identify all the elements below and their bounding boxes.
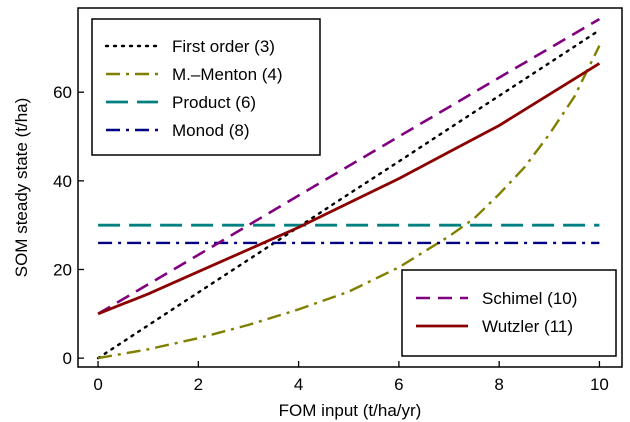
legend-label-product-6: Product (6): [172, 93, 256, 112]
legend-label-m-menton-4: M.–Menton (4): [172, 65, 283, 84]
y-tick-label: 60: [53, 83, 72, 102]
x-tick-label: 8: [494, 375, 503, 394]
series-line-schimel-10: [97, 17, 601, 315]
x-axis-label: FOM input (t/ha/yr): [279, 401, 422, 420]
x-tick-label: 6: [394, 375, 403, 394]
legend-label-monod-8: Monod (8): [172, 121, 249, 140]
series-lines: [96, 17, 601, 360]
legend-box: [401, 269, 617, 357]
x-tick-label: 4: [294, 375, 303, 394]
legend-label-first-order-3: First order (3): [172, 37, 275, 56]
legend-box: [91, 18, 321, 156]
y-tick-label: 40: [53, 172, 72, 191]
x-tick-label: 0: [93, 375, 102, 394]
plot-frame: [77, 7, 623, 368]
legend-bottom-right: Schimel (10) Wutzler (11): [401, 269, 617, 357]
series-line-wutzler-11: [97, 62, 601, 316]
y-tick-label: 0: [63, 349, 72, 368]
x-tick-label: 10: [590, 375, 609, 394]
legend-label-schimel-10: Schimel (10): [482, 289, 577, 308]
legend-top-left: First order (3) M.–Menton (4) Product (6) M…: [91, 18, 321, 156]
y-axis-label: SOM steady state (t/ha): [12, 98, 31, 278]
y-tick-label: 20: [53, 260, 72, 279]
x-tick-label: 2: [194, 375, 203, 394]
legend-label-wutzler-11: Wutzler (11): [482, 317, 573, 336]
axis-ticks: 0 2 4 6 8 10 0 20 40 60: [53, 83, 609, 394]
